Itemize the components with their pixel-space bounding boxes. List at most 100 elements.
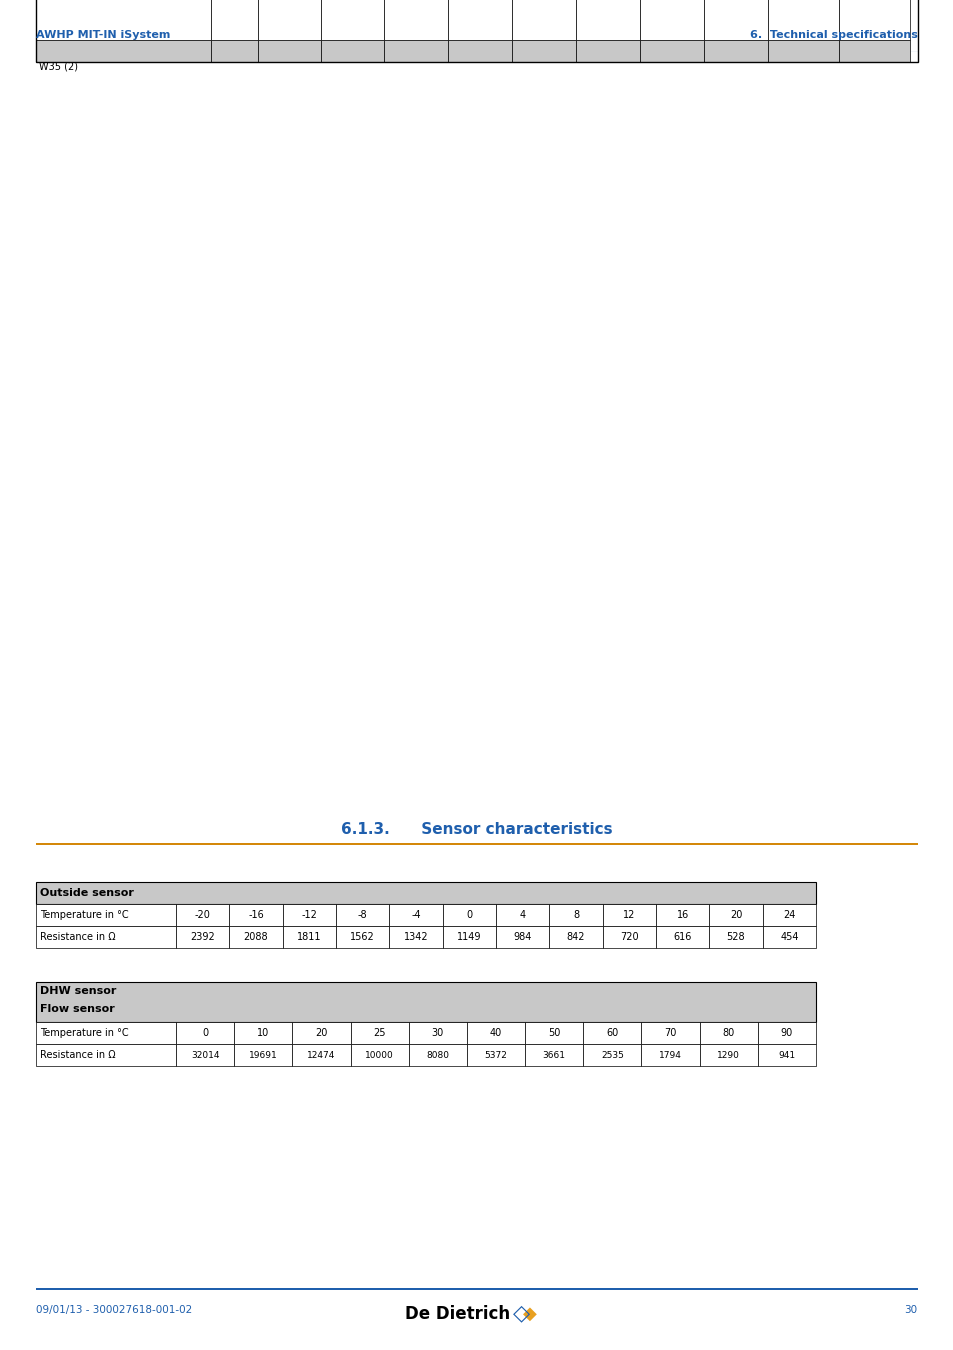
Bar <box>36 926 175 948</box>
Text: 19691: 19691 <box>249 1050 277 1060</box>
Bar <box>703 0 767 40</box>
Bar <box>767 40 838 62</box>
Text: 0: 0 <box>466 910 472 919</box>
Text: 10.7: 10.7 <box>387 38 408 49</box>
Bar <box>582 1022 640 1044</box>
Bar <box>640 1044 699 1066</box>
Text: 25: 25 <box>373 1027 385 1038</box>
Text: A: A <box>213 38 220 49</box>
Bar <box>229 926 282 948</box>
Text: 80: 80 <box>721 1027 734 1038</box>
Bar <box>384 0 448 40</box>
Text: De Dietrich: De Dietrich <box>405 1305 510 1323</box>
Text: 60: 60 <box>605 1027 618 1038</box>
Text: 3661: 3661 <box>542 1050 565 1060</box>
Text: 50: 50 <box>547 1027 559 1038</box>
Text: 14 MR: 14 MR <box>515 46 551 55</box>
Text: 11 TR: 11 TR <box>451 46 484 55</box>
Bar <box>292 1044 350 1066</box>
Bar <box>36 40 211 62</box>
Text: ◇: ◇ <box>513 1303 530 1323</box>
Bar <box>576 0 639 40</box>
Text: 6.1.3.      Sensor characteristics: 6.1.3. Sensor characteristics <box>341 822 612 837</box>
Bar <box>175 904 229 926</box>
Text: 90: 90 <box>780 1027 792 1038</box>
Bar <box>699 1044 757 1066</box>
Bar <box>335 926 389 948</box>
Bar <box>576 40 639 62</box>
Text: 6.2: 6.2 <box>451 38 466 49</box>
Text: 8.3: 8.3 <box>578 38 594 49</box>
Text: 8.2: 8.2 <box>324 38 339 49</box>
Bar <box>709 926 761 948</box>
Bar <box>350 1044 408 1066</box>
Bar <box>175 1022 233 1044</box>
Text: -20: -20 <box>194 910 211 919</box>
Bar <box>549 926 602 948</box>
Text: 1794: 1794 <box>659 1050 681 1060</box>
Text: -8: -8 <box>357 910 367 919</box>
Text: 14 TR: 14 TR <box>578 46 612 55</box>
Text: -4: -4 <box>411 910 420 919</box>
Bar <box>757 1022 815 1044</box>
Bar <box>496 904 549 926</box>
Bar <box>408 1044 466 1066</box>
Bar <box>36 882 815 905</box>
Text: 16 TR: 16 TR <box>706 46 740 55</box>
Bar <box>320 0 384 40</box>
Text: 2392: 2392 <box>190 931 214 942</box>
Bar <box>211 0 257 40</box>
Bar <box>602 904 656 926</box>
Bar <box>639 0 703 40</box>
Text: 1149: 1149 <box>456 931 481 942</box>
Text: DHW sensor: DHW sensor <box>40 986 116 996</box>
Text: 528: 528 <box>726 931 744 942</box>
Bar <box>761 926 815 948</box>
Bar <box>442 904 496 926</box>
Text: 8: 8 <box>573 910 578 919</box>
Bar <box>233 1044 292 1066</box>
Text: Temperature in °C: Temperature in °C <box>40 910 129 919</box>
Text: Flow sensor: Flow sensor <box>40 1004 114 1014</box>
Text: Nominal
amperage - A2/
W35 (2): Nominal amperage - A2/ W35 (2) <box>39 38 114 72</box>
Bar <box>512 40 576 62</box>
Text: 4: 4 <box>519 910 525 919</box>
Text: 09/01/13 - 300027618-001-02: 09/01/13 - 300027618-001-02 <box>36 1305 193 1315</box>
Text: Resistance in Ω: Resistance in Ω <box>40 931 115 942</box>
Text: -12: -12 <box>301 910 317 919</box>
Text: 2535: 2535 <box>600 1050 623 1060</box>
Bar <box>656 904 709 926</box>
Text: 720: 720 <box>619 931 638 942</box>
Bar <box>257 0 320 40</box>
Text: 1811: 1811 <box>296 931 321 942</box>
Text: 941: 941 <box>778 1050 795 1060</box>
Bar <box>524 1044 582 1066</box>
Bar <box>699 1022 757 1044</box>
Text: 22 TR: 22 TR <box>770 46 803 55</box>
Text: Outside sensor: Outside sensor <box>40 888 133 898</box>
Bar <box>257 40 320 62</box>
Bar <box>442 926 496 948</box>
Text: 454: 454 <box>780 931 798 942</box>
Bar <box>838 0 909 40</box>
Bar <box>496 926 549 948</box>
Bar <box>36 981 815 1022</box>
Text: 1342: 1342 <box>403 931 428 942</box>
Text: 9.7: 9.7 <box>770 38 785 49</box>
Bar <box>36 0 917 62</box>
Text: 16 MR: 16 MR <box>642 46 679 55</box>
Bar <box>466 1022 524 1044</box>
Bar <box>408 1022 466 1044</box>
Bar <box>229 904 282 926</box>
Bar <box>384 40 448 62</box>
Text: AWHP: AWHP <box>39 46 74 55</box>
Text: 24: 24 <box>782 910 795 919</box>
Bar <box>389 904 442 926</box>
Bar <box>639 40 703 62</box>
Bar <box>656 926 709 948</box>
Bar <box>335 904 389 926</box>
Bar <box>709 904 761 926</box>
Bar <box>175 1044 233 1066</box>
Text: 616: 616 <box>673 931 691 942</box>
Bar <box>389 926 442 948</box>
